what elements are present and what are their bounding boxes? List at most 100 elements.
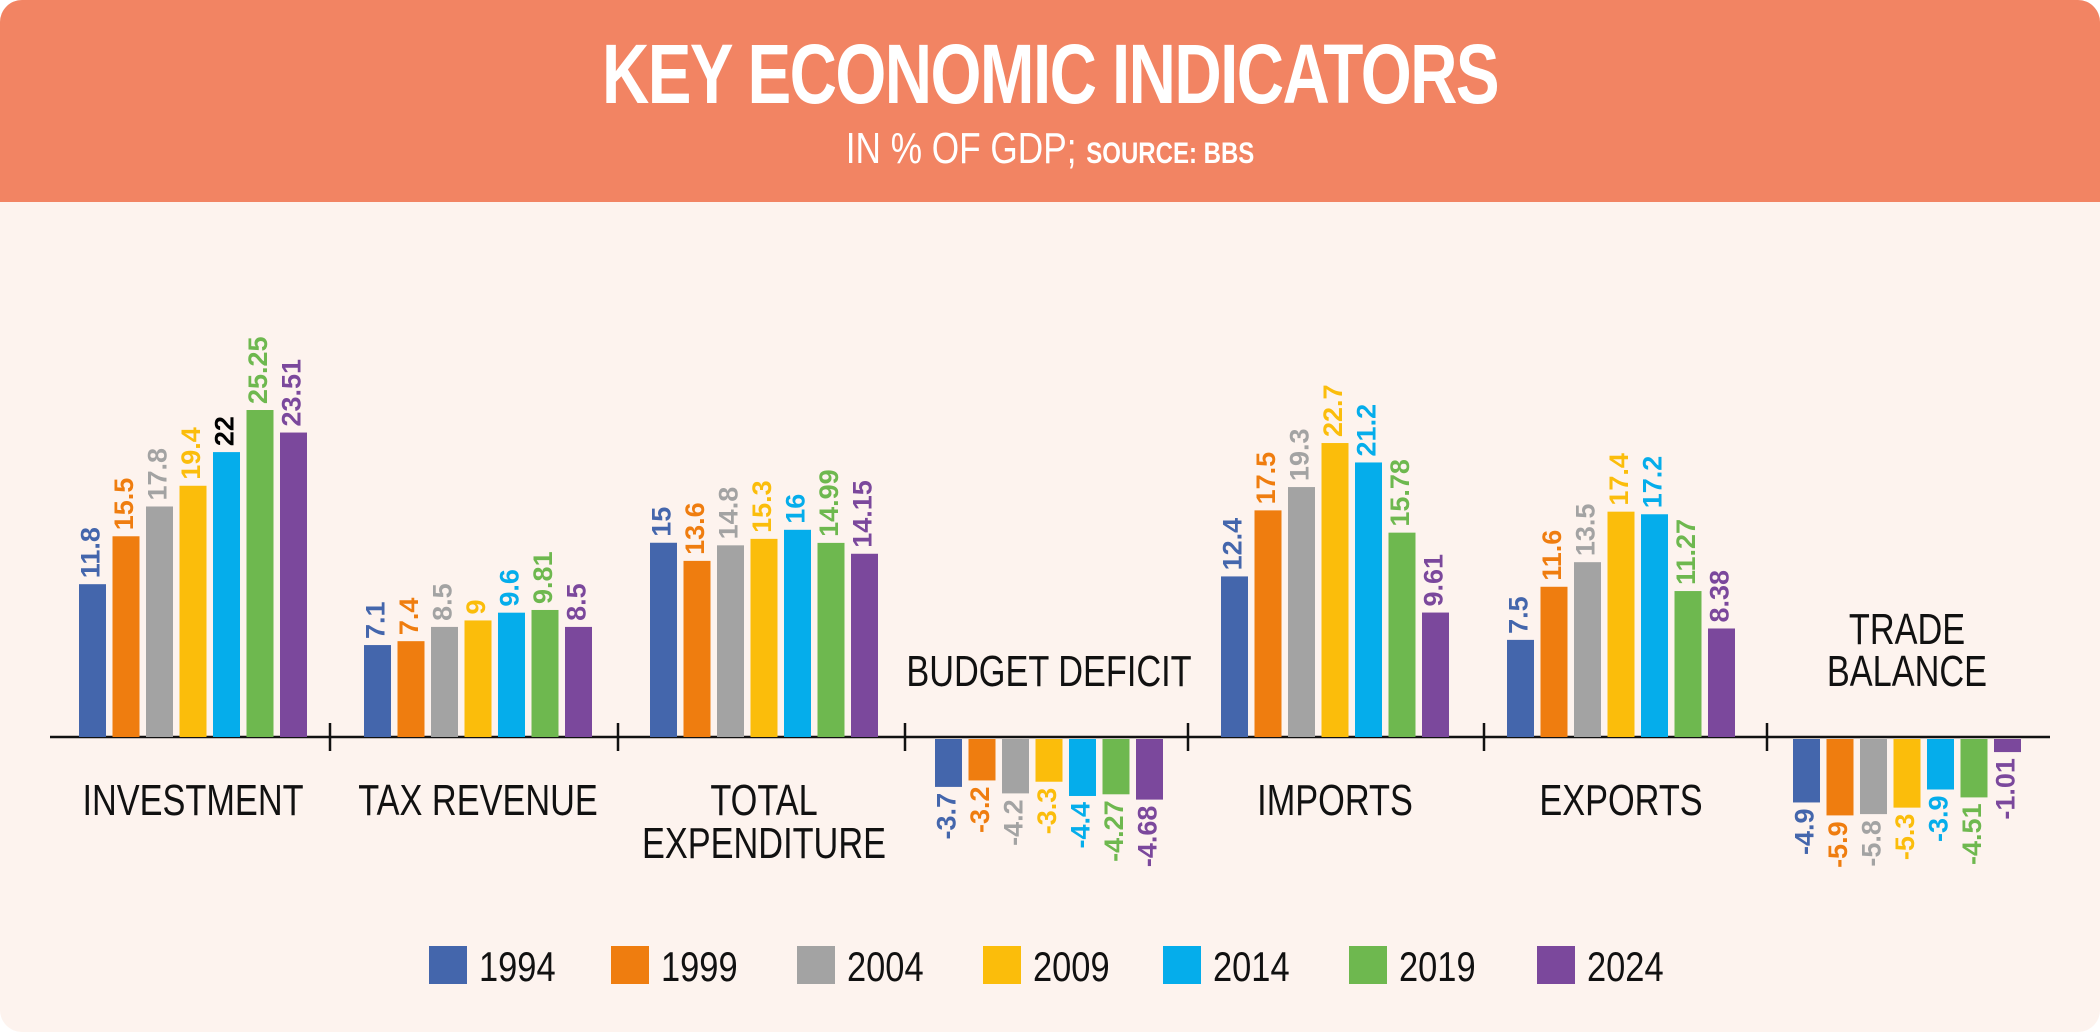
data-label: 9.81 <box>528 551 558 604</box>
bar-2019 <box>531 609 559 737</box>
bar-2014 <box>498 612 525 737</box>
data-label: 22 <box>210 416 240 446</box>
data-label: -5.3 <box>1890 814 1920 861</box>
data-label: 14.15 <box>848 480 878 548</box>
legend-label-1999: 1999 <box>661 944 738 991</box>
bar-2019 <box>817 542 845 737</box>
bar-2024 <box>851 553 878 737</box>
category-label: TAX REVENUE <box>358 776 598 825</box>
data-label: 13.6 <box>680 502 710 555</box>
bar-2024 <box>565 626 592 737</box>
data-label: 11.8 <box>76 527 106 578</box>
data-label: -3.3 <box>1032 788 1062 835</box>
data-label: 17.2 <box>1638 456 1668 509</box>
bar-2019 <box>1960 739 1988 798</box>
data-label: 8.5 <box>562 583 592 621</box>
data-label: 9 <box>461 599 491 614</box>
bar-2024 <box>280 432 307 737</box>
bar-1994 <box>1793 739 1820 803</box>
bar-2014 <box>1641 514 1668 737</box>
data-label: 8.38 <box>1705 570 1735 623</box>
data-label: -4.4 <box>1066 802 1096 849</box>
bar-2019 <box>1388 532 1416 737</box>
data-label: 22.7 <box>1318 384 1348 437</box>
data-label: 14.99 <box>814 469 844 537</box>
bar-2019 <box>246 410 274 737</box>
bar-2019 <box>1674 591 1702 737</box>
bar-1999 <box>397 641 425 737</box>
data-label: -4.9 <box>1790 808 1820 855</box>
data-label: 8.5 <box>428 583 458 621</box>
data-label: 25.25 <box>243 336 273 404</box>
data-label: 17.4 <box>1604 453 1634 506</box>
data-label: 11.6 <box>1537 530 1567 581</box>
data-label: 15.3 <box>747 480 777 533</box>
bar-1999 <box>1254 510 1282 737</box>
legend-swatch-2019 <box>1349 946 1387 984</box>
data-label: 7.1 <box>361 602 391 640</box>
legend-label-2024: 2024 <box>1587 944 1664 991</box>
bar-1999 <box>1540 586 1568 737</box>
subtitle-unit: IN % OF GDP; <box>845 124 1087 173</box>
chart-subtitle: IN % OF GDP; SOURCE: BBS <box>210 124 1890 174</box>
legend-swatch-1999 <box>611 946 649 984</box>
data-label: -4.51 <box>1957 803 1987 865</box>
legend-swatch-1994 <box>429 946 467 984</box>
data-label: 12.4 <box>1218 518 1248 571</box>
legend-label-2009: 2009 <box>1033 944 1110 991</box>
bar-2004 <box>717 545 744 737</box>
data-label: 23.51 <box>277 359 307 427</box>
data-label: -3.9 <box>1924 796 1954 843</box>
category-label: TOTAL <box>710 776 817 825</box>
bar-1994 <box>650 542 677 737</box>
data-label: 17.5 <box>1251 452 1281 505</box>
bar-2009 <box>464 620 492 737</box>
bar-1999 <box>683 560 711 737</box>
category-label: BALANCE <box>1827 647 1987 696</box>
bar-1999 <box>112 536 140 737</box>
bar-1994 <box>935 739 962 787</box>
data-label: -5.8 <box>1857 820 1887 867</box>
data-label: 7.4 <box>394 598 424 636</box>
bar-1999 <box>968 739 996 781</box>
legend-swatch-2014 <box>1163 946 1201 984</box>
category-label: INVESTMENT <box>82 776 303 825</box>
data-label: 7.5 <box>1504 596 1534 634</box>
bar-2019 <box>1102 739 1130 795</box>
header-banner: KEY ECONOMIC INDICATORS IN % OF GDP; SOU… <box>0 0 2100 202</box>
bar-2004 <box>1574 562 1601 737</box>
legend-swatch-2009 <box>983 946 1021 984</box>
category-label: EXPENDITURE <box>642 819 886 868</box>
data-label: 15.5 <box>109 478 139 531</box>
bar-1994 <box>364 645 391 737</box>
bar-2009 <box>179 485 207 737</box>
category-label: IMPORTS <box>1257 776 1413 825</box>
data-label: -4.27 <box>1099 800 1129 862</box>
data-label: -4.2 <box>999 799 1029 846</box>
legend-label-1994: 1994 <box>479 944 556 991</box>
bar-2009 <box>1321 443 1349 737</box>
data-label: 15.78 <box>1385 459 1415 527</box>
data-label: 14.8 <box>714 487 744 540</box>
bar-2014 <box>213 452 240 737</box>
bar-2024 <box>1708 628 1735 737</box>
bar-2004 <box>1002 739 1029 794</box>
legend-label-2014: 2014 <box>1213 944 1290 991</box>
category-label: EXPORTS <box>1539 776 1702 825</box>
bar-2024 <box>1422 612 1449 737</box>
bar-2014 <box>784 529 811 737</box>
data-label: 9.6 <box>495 569 525 607</box>
bar-2004 <box>146 506 173 737</box>
bar-2004 <box>1288 487 1315 737</box>
legend-label-2019: 2019 <box>1399 944 1476 991</box>
data-label: -1.01 <box>1991 758 2021 820</box>
data-label: -4.68 <box>1133 806 1163 868</box>
bar-2014 <box>1355 462 1382 737</box>
bar-1994 <box>1221 576 1248 737</box>
bar-1994 <box>79 584 106 737</box>
data-label: -3.7 <box>932 793 962 840</box>
bar-2024 <box>1136 739 1163 800</box>
bar-2009 <box>1893 739 1921 808</box>
